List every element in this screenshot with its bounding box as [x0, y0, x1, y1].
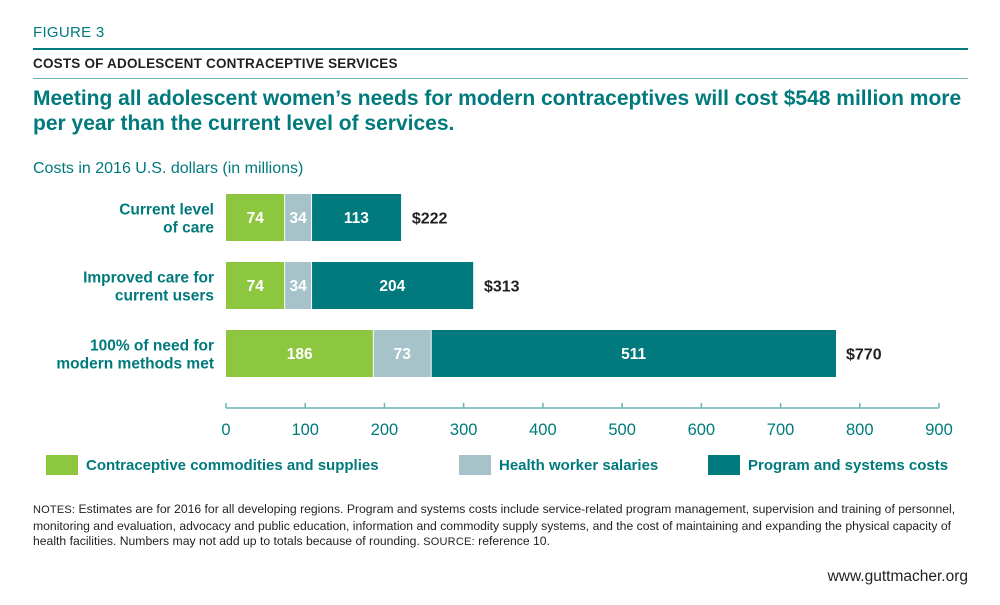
x-tick-label: 200: [371, 421, 399, 439]
bar-value-label: 186: [287, 346, 313, 363]
bar-value-label: 113: [344, 210, 369, 227]
category-label: Current level: [119, 202, 214, 219]
legend-item-program: Program and systems costs: [708, 455, 948, 475]
bar-value-label: 74: [247, 278, 265, 295]
bar-total-label: $770: [846, 347, 882, 364]
top-rule: [33, 48, 968, 50]
bar-value-label: 204: [379, 278, 405, 295]
notes-label: NOTES:: [33, 504, 76, 516]
bar-segment: [311, 262, 474, 309]
x-tick-label: 0: [221, 421, 230, 439]
chart-headline: Meeting all adolescent women’s needs for…: [33, 87, 962, 135]
bar-value-label: 73: [394, 346, 412, 363]
bar-value-label: 34: [289, 210, 307, 227]
bar-segment: [431, 330, 837, 377]
x-tick-label: 300: [450, 421, 478, 439]
bar-segment: [226, 262, 285, 309]
x-tick-label: 700: [767, 421, 795, 439]
subtitle-rule: [33, 78, 968, 79]
figure-label: FIGURE 3: [33, 24, 105, 41]
x-tick-label: 100: [291, 421, 319, 439]
chart-legend: Contraceptive commodities and supplies H…: [46, 455, 976, 479]
category-label: Improved care for: [83, 270, 214, 287]
notes-body: Estimates are for 2016 for all developin…: [33, 502, 956, 548]
legend-swatch-program: [708, 455, 740, 475]
bar-segment: [373, 330, 432, 377]
notes-text: NOTES: Estimates are for 2016 for all de…: [33, 502, 968, 551]
bar-segment: [284, 262, 312, 309]
legend-item-salaries: Health worker salaries: [459, 455, 658, 475]
source-label: SOURCE:: [423, 536, 475, 548]
website-url[interactable]: www.guttmacher.org: [827, 568, 968, 585]
category-label: modern methods met: [56, 356, 214, 373]
x-tick-label: 500: [608, 421, 636, 439]
bar-value-label: 34: [289, 278, 307, 295]
bar-total-label: $222: [412, 211, 448, 228]
category-label: 100% of need for: [90, 338, 214, 355]
legend-item-commodities: Contraceptive commodities and supplies: [46, 455, 379, 475]
legend-swatch-salaries: [459, 455, 491, 475]
legend-label-program: Program and systems costs: [748, 456, 949, 474]
x-tick-label: 900: [925, 421, 953, 439]
bar-segment: [226, 330, 374, 377]
bar-segment: [284, 194, 312, 241]
category-label: current users: [115, 288, 214, 305]
legend-label-salaries: Health worker salaries: [499, 456, 659, 474]
source-body: reference 10.: [474, 534, 550, 548]
bar-value-label: 511: [621, 346, 646, 363]
legend-swatch-commodities: [46, 455, 78, 475]
units-label: Costs in 2016 U.S. dollars (in millions): [33, 160, 304, 177]
bar-value-label: 74: [247, 210, 265, 227]
category-label: of care: [163, 220, 214, 237]
legend-label-commodities: Contraceptive commodities and supplies: [86, 456, 379, 474]
figure-subtitle: COSTS OF ADOLESCENT CONTRACEPTIVE SERVIC…: [33, 56, 398, 71]
x-tick-label: 400: [529, 421, 557, 439]
x-tick-label: 800: [846, 421, 874, 439]
bar-segment: [226, 194, 285, 241]
bar-total-label: $313: [484, 279, 520, 296]
x-tick-label: 600: [688, 421, 716, 439]
bar-segment: [311, 194, 402, 241]
